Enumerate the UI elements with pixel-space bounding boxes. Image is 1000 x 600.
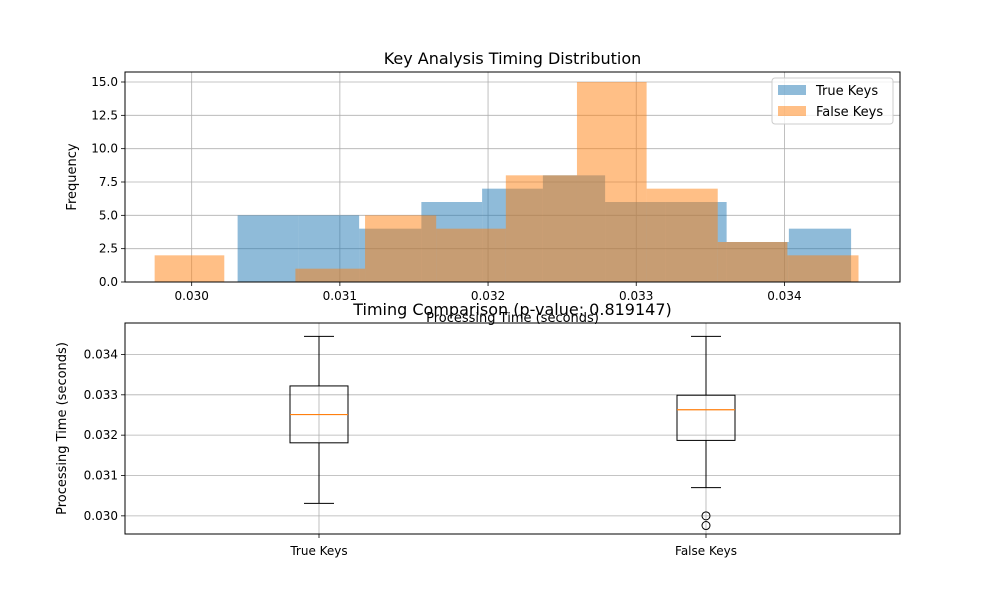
boxplot-y-tick-label: 0.032 bbox=[84, 428, 118, 442]
histogram-axes-frame bbox=[124, 71, 901, 283]
histogram-bar-false-keys bbox=[295, 268, 366, 282]
histogram-y-tick-label: 0.0 bbox=[99, 275, 118, 289]
histogram-bar-false-keys bbox=[505, 175, 577, 282]
legend-label-false-keys: False Keys bbox=[816, 105, 883, 120]
histogram-y-tick-label: 2.5 bbox=[99, 242, 118, 256]
histogram-y-tick-label: 5.0 bbox=[99, 208, 118, 222]
boxplot-y-axis-label: Processing Time (seconds) bbox=[55, 342, 70, 515]
histogram-y-ticks: 0.0 2.5 5.0 7.5 10.0 12.5 15.0 bbox=[91, 75, 125, 289]
histogram-x-tick-label: 0.031 bbox=[323, 289, 357, 303]
histogram-x-tick-label: 0.033 bbox=[619, 289, 653, 303]
histogram-legend: True Keys False Keys bbox=[771, 77, 894, 125]
histogram-bar-false-keys bbox=[154, 255, 225, 282]
legend-label-true-keys: True Keys bbox=[815, 84, 878, 99]
histogram-bar-false-keys bbox=[717, 242, 788, 282]
histogram-y-tick-label: 10.0 bbox=[91, 142, 118, 156]
histogram-bar-false-keys bbox=[787, 255, 859, 282]
boxplot-y-tick-label: 0.034 bbox=[84, 347, 118, 361]
boxplot-y-tick-label: 0.031 bbox=[84, 469, 118, 483]
legend-swatch-true-keys bbox=[778, 85, 806, 95]
boxplot-panel: True Keys False Keys 0.030 0.031 0.032 0.033… bbox=[55, 300, 901, 558]
boxplot-x-ticks: True Keys False Keys bbox=[289, 534, 737, 558]
histogram-panel: 0.030 0.031 0.032 0.033 0.034 0.0 2.5 5.0 7.5 10… bbox=[65, 49, 901, 326]
boxplot-axes-frame bbox=[124, 322, 901, 535]
histogram-x-tick-label: 0.034 bbox=[767, 289, 801, 303]
boxplot-y-tick-label: 0.033 bbox=[84, 388, 118, 402]
histogram-y-tick-label: 15.0 bbox=[91, 75, 118, 89]
histogram-x-axis-label: Processing Time (seconds) bbox=[426, 311, 599, 326]
histogram-bar-false-keys bbox=[576, 82, 647, 282]
boxplot-outlier-false-keys bbox=[701, 511, 711, 521]
boxplot-y-ticks: 0.030 0.031 0.032 0.033 0.034 bbox=[84, 347, 125, 523]
histogram-title: Key Analysis Timing Distribution bbox=[384, 49, 642, 68]
histogram-bar-false-keys bbox=[436, 228, 506, 282]
boxplot-title: Timing Comparison (p-value: 0.819147) bbox=[352, 300, 672, 319]
histogram-y-tick-label: 12.5 bbox=[91, 108, 118, 122]
histogram-y-tick-label: 7.5 bbox=[99, 175, 118, 189]
histogram-x-tick-label: 0.030 bbox=[175, 289, 209, 303]
boxplot-x-tick-label: False Keys bbox=[675, 544, 737, 558]
histogram-y-axis-label: Frequency bbox=[65, 143, 80, 210]
boxplot-outlier-false-keys bbox=[701, 521, 711, 531]
histogram-x-ticks: 0.030 0.031 0.032 0.033 0.034 bbox=[175, 282, 802, 303]
boxplot-grid bbox=[125, 323, 900, 534]
histogram-x-tick-label: 0.032 bbox=[471, 289, 505, 303]
histogram-bar-true-keys bbox=[237, 215, 299, 282]
histogram-bars bbox=[154, 82, 859, 282]
histogram-bar-false-keys bbox=[646, 188, 718, 282]
legend-swatch-false-keys bbox=[778, 106, 806, 116]
histogram-bar-false-keys bbox=[365, 215, 437, 282]
boxplot-box-false-keys bbox=[676, 394, 736, 441]
boxplot-x-tick-label: True Keys bbox=[289, 544, 347, 558]
boxplot-y-tick-label: 0.030 bbox=[84, 509, 118, 523]
boxplot-marks bbox=[289, 335, 736, 531]
